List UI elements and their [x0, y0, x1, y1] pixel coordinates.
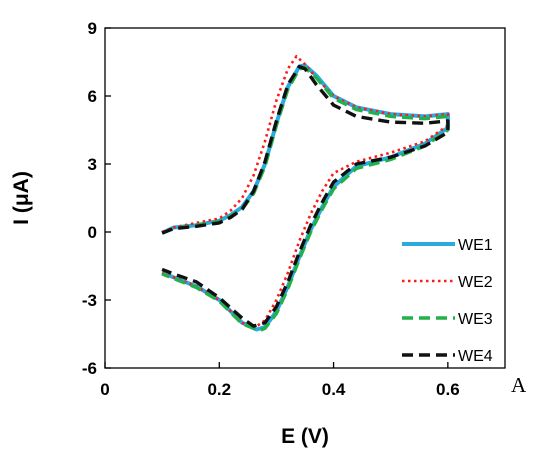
legend: WE1 WE2 WE3 WE4 [402, 237, 493, 365]
y-tick-label: 3 [88, 155, 97, 174]
y-tick-label: 0 [88, 223, 97, 242]
legend-label-we2: WE2 [458, 274, 493, 291]
series-line-we4 [161, 64, 450, 328]
legend-label-we1: WE1 [458, 237, 493, 254]
y-tick-label: -6 [82, 359, 97, 378]
y-tick-label: 9 [88, 19, 97, 38]
y-axis-ticks: -6 -3 0 3 6 9 [82, 19, 111, 378]
plot-frame [104, 27, 506, 369]
series-line-we2 [161, 55, 450, 330]
panel-label: A [511, 373, 527, 397]
series-line-we3 [161, 66, 450, 333]
y-tick-label: -3 [82, 291, 97, 310]
x-tick-label: 0.2 [207, 380, 231, 399]
y-axis-label: I (μA) [10, 171, 33, 225]
y-tick-label: 6 [88, 87, 97, 106]
x-tick-label: 0 [100, 380, 109, 399]
x-tick-label: 0.4 [322, 380, 346, 399]
legend-label-we4: WE4 [458, 348, 493, 365]
legend-label-we3: WE3 [458, 311, 493, 328]
series-layer [161, 55, 450, 333]
x-axis-label: E (V) [281, 425, 329, 448]
x-tick-label: 0.6 [436, 380, 460, 399]
x-axis-ticks: 0 0.2 0.4 0.6 [100, 362, 460, 399]
series-line-we1 [161, 63, 450, 332]
